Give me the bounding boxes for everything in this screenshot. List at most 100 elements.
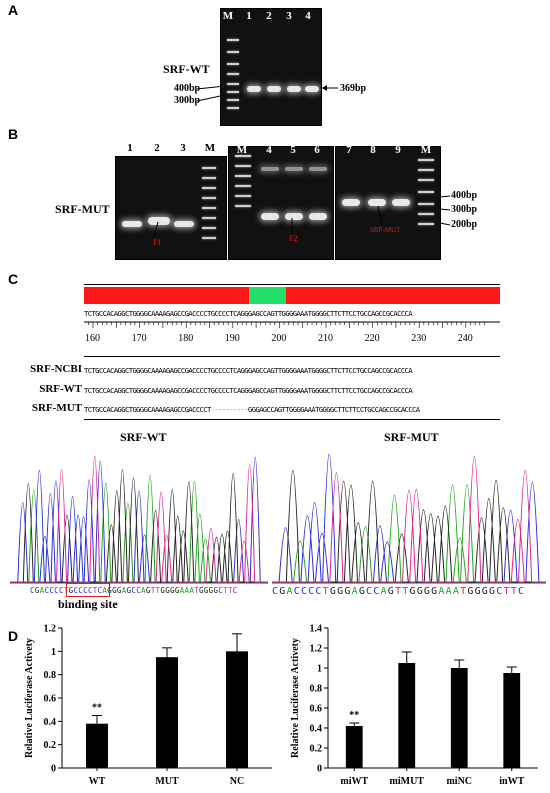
base-call: C xyxy=(293,586,301,597)
base-call: T xyxy=(227,586,233,595)
y-tick-label: 0.8 xyxy=(44,670,57,681)
gel-band xyxy=(285,167,303,171)
base-call: T xyxy=(223,586,228,595)
identity-bar-green xyxy=(249,287,286,304)
size-label-300: 300bp xyxy=(451,204,478,215)
ladder-band xyxy=(202,177,216,179)
lane-label: 4 xyxy=(305,10,311,22)
reference-sequence: TCTGCCACAGGCTGGGGCAAAAGAGCCGACCCCTGCCCCT… xyxy=(84,309,413,318)
base-call: C xyxy=(366,586,374,597)
lane-label: 2 xyxy=(266,10,272,22)
gel-band xyxy=(309,167,327,171)
lane-label: 7 xyxy=(346,144,352,156)
base-call: G xyxy=(329,586,338,597)
base-call: G xyxy=(344,586,352,597)
trace-T xyxy=(10,455,268,583)
alignment-row-label: SRF-WT xyxy=(39,383,82,395)
base-call: C xyxy=(308,586,316,597)
ladder-band xyxy=(418,203,434,205)
base-call: C xyxy=(87,586,93,595)
base-call: G xyxy=(409,586,417,597)
gel-band xyxy=(267,86,281,92)
gel-band xyxy=(392,199,410,206)
base-call: A xyxy=(438,586,446,597)
size-label-200: 200bp xyxy=(451,219,478,230)
identity-bar-red-right xyxy=(286,287,500,304)
gel-band xyxy=(247,86,261,92)
lane-label: 8 xyxy=(370,144,376,156)
base-call: G xyxy=(112,586,117,595)
gel-b1 xyxy=(115,156,227,260)
base-call: C xyxy=(373,586,381,597)
lane-label: 9 xyxy=(395,144,401,156)
base-call: G xyxy=(126,586,132,595)
base-call: C xyxy=(131,586,137,595)
base-call: C xyxy=(496,586,504,597)
y-tick-label: 1.2 xyxy=(310,644,323,655)
ladder-band xyxy=(418,223,434,225)
y-tick-label: 0.6 xyxy=(44,694,57,705)
y-tick-label: 0.2 xyxy=(310,744,323,755)
alignment-sequence-ncbi: TCTGCCACAGGCTGGGGCAAAAGAGCCGACCCCTGCCCCT… xyxy=(84,366,413,375)
trace-C xyxy=(10,456,268,583)
size-label-300: 300bp xyxy=(174,95,201,106)
base-call: C xyxy=(49,586,55,595)
base-call: G xyxy=(198,586,204,595)
base-call: T xyxy=(510,586,518,597)
significance-label: ** xyxy=(92,703,102,714)
gel-band xyxy=(287,86,301,92)
base-call: A xyxy=(351,586,359,597)
x-tick-label: MUT xyxy=(155,776,179,787)
base-call: G xyxy=(165,586,171,595)
y-tick-label: 0.2 xyxy=(44,740,57,751)
row-label-srf-wt: SRF-WT xyxy=(163,62,210,76)
y-tick-label: 0 xyxy=(317,764,322,775)
alignment-row-label: SRF-NCBI xyxy=(30,363,82,375)
trace-G xyxy=(10,469,268,583)
ladder-band xyxy=(418,159,434,161)
y-tick-label: 0.8 xyxy=(310,684,323,695)
x-tick-label: NC xyxy=(230,776,244,787)
ladder-band xyxy=(227,73,239,75)
base-call: T xyxy=(150,586,156,595)
base-call: G xyxy=(213,586,219,595)
bar-miWT xyxy=(345,726,363,768)
base-call: C xyxy=(97,586,103,595)
lane-label: 3 xyxy=(180,142,186,154)
ruler-tick-label: 210 xyxy=(318,333,333,344)
base-call: C xyxy=(136,586,142,595)
base-call: G xyxy=(416,586,424,597)
x-tick-label: miNC xyxy=(446,776,472,787)
ladder-band xyxy=(235,205,251,207)
y-tick-label: 0.4 xyxy=(44,717,57,728)
ladder-band xyxy=(235,155,251,157)
base-call: G xyxy=(489,586,497,597)
base-call: T xyxy=(460,586,468,597)
ruler-tick-label: 240 xyxy=(457,333,473,344)
gel-band xyxy=(342,199,360,206)
base-call: G xyxy=(423,586,432,597)
base-call: C xyxy=(78,586,84,595)
base-call: G xyxy=(279,586,287,597)
base-call: G xyxy=(481,586,490,597)
y-tick-label: 1 xyxy=(51,647,56,658)
ruler-tick-label: 230 xyxy=(411,333,427,344)
alignment-sequence-wt: TCTGCCACAGGCTGGGGCAAAAGAGCCGACCCCTGCCCCT… xyxy=(84,386,413,395)
lane-label: 3 xyxy=(286,10,292,22)
alignment-top-line xyxy=(84,284,500,285)
alignment-row-label: SRF-MUT xyxy=(31,402,82,414)
base-call: A xyxy=(189,586,195,595)
panel-a-letter: A xyxy=(8,2,19,18)
chromatogram-title-wt: SRF-WT xyxy=(120,430,167,444)
base-call: C xyxy=(232,586,238,595)
base-call: C xyxy=(30,586,35,595)
base-call: G xyxy=(116,586,122,595)
gel-band xyxy=(261,167,279,171)
ladder-band xyxy=(418,179,434,181)
ruler-tick-label: 220 xyxy=(364,333,380,344)
ladder-band xyxy=(227,51,239,53)
bar-NC xyxy=(226,651,248,768)
x-tick-label: miMUT xyxy=(390,776,425,787)
row-label-srf-mut: SRF-MUT xyxy=(55,202,110,216)
ladder-band xyxy=(202,207,216,209)
